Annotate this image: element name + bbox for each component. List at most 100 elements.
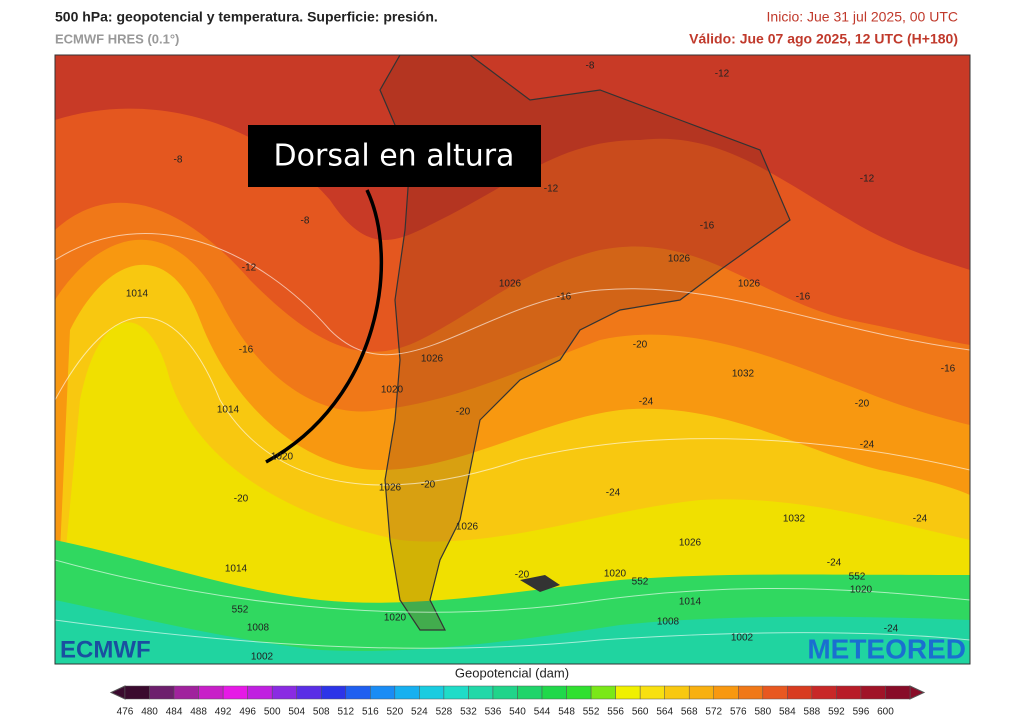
colorbar-tick-label: 528 bbox=[436, 707, 453, 718]
colorbar-swatch bbox=[468, 685, 494, 700]
contour-label: 1014 bbox=[217, 405, 240, 416]
colorbar-arrow-left bbox=[109, 685, 126, 700]
contours bbox=[55, 233, 970, 649]
colorbar-tick-label: 516 bbox=[362, 707, 379, 718]
colorbar-swatch bbox=[762, 685, 788, 700]
contour-label: 1026 bbox=[499, 279, 522, 290]
colorbar-swatch bbox=[370, 685, 396, 700]
contour-label: -12 bbox=[544, 184, 559, 195]
colorbar-tick-label: 572 bbox=[705, 707, 722, 718]
colorbar-tick-label: 488 bbox=[190, 707, 207, 718]
colorbar-tick-label: 596 bbox=[853, 707, 870, 718]
colorbar-tick-label: 512 bbox=[337, 707, 354, 718]
colorbar-tick-label: 544 bbox=[534, 707, 551, 718]
contour-label: 1026 bbox=[679, 538, 702, 549]
annotation-arc bbox=[265, 189, 384, 464]
colorbar-tick-label: 480 bbox=[141, 707, 158, 718]
colorbar-swatch bbox=[517, 685, 543, 700]
colorbar-swatch bbox=[247, 685, 273, 700]
contour-label: -8 bbox=[174, 155, 183, 166]
contour-label: -16 bbox=[557, 292, 572, 303]
colorbar-swatch bbox=[860, 685, 886, 700]
colorbar-swatch bbox=[345, 685, 371, 700]
colorbar-tick-label: 576 bbox=[730, 707, 747, 718]
contour-label: 1026 bbox=[738, 279, 761, 290]
logo-meteored: METEORED bbox=[807, 633, 966, 664]
colorbar-arrow-right bbox=[909, 685, 926, 700]
contour-label: 1020 bbox=[850, 585, 873, 596]
colorbar-tick-label: 568 bbox=[681, 707, 698, 718]
contour-label: 1020 bbox=[271, 452, 294, 463]
colorbar-tick-label: 592 bbox=[828, 707, 845, 718]
colorbar-swatch bbox=[541, 685, 567, 700]
contour-label: -16 bbox=[796, 292, 811, 303]
contour-label: 1032 bbox=[732, 369, 755, 380]
contour-labels: -8 -8 -8 -12 -12 -12 -12 -16 -16 -16 -16 -16 -20 -20 -… bbox=[126, 61, 956, 663]
colorbar-swatch bbox=[885, 685, 911, 700]
contour-label: 552 bbox=[232, 605, 249, 616]
colorbar-swatch bbox=[566, 685, 592, 700]
colorbar-swatch bbox=[271, 685, 297, 700]
colorbar: 476 480 484 488 492 496 500 504 508 512 516 520 524 5… bbox=[109, 685, 926, 718]
colorbar-tick-label: 564 bbox=[656, 707, 673, 718]
contour-label: 1002 bbox=[731, 633, 754, 644]
contour-label: -16 bbox=[700, 221, 715, 232]
contour-label: 1014 bbox=[126, 289, 149, 300]
colorbar-swatch bbox=[639, 685, 665, 700]
contour-label: 1020 bbox=[381, 385, 404, 396]
colorbar-tick-label: 520 bbox=[387, 707, 404, 718]
south-america bbox=[379, 55, 791, 631]
field-teal bbox=[55, 600, 970, 664]
contour-label: -12 bbox=[860, 174, 875, 185]
map bbox=[55, 55, 970, 664]
colorbar-swatch bbox=[296, 685, 322, 700]
contour-label: -12 bbox=[715, 69, 730, 80]
colorbar-tick-label: 504 bbox=[288, 707, 305, 718]
contour-label: 552 bbox=[632, 577, 649, 588]
contour-label: 1026 bbox=[379, 483, 402, 494]
colorbar-swatch bbox=[713, 685, 739, 700]
contour-label: 1002 bbox=[251, 652, 274, 663]
colorbar-title: Geopotencial (dam) bbox=[455, 665, 569, 680]
colorbar-tick-label: 492 bbox=[215, 707, 232, 718]
annotation-text: Dorsal en altura bbox=[274, 139, 515, 174]
contour-label: 1020 bbox=[384, 613, 407, 624]
colorbar-swatch bbox=[149, 685, 175, 700]
contour-label: -24 bbox=[884, 624, 899, 635]
colorbar-tick-label: 540 bbox=[509, 707, 526, 718]
subtitle: ECMWF HRES (0.1°) bbox=[55, 31, 179, 46]
colorbar-tick-label: 524 bbox=[411, 707, 428, 718]
colorbar-swatch bbox=[198, 685, 224, 700]
map-frame bbox=[54, 54, 971, 665]
colorbar-swatch bbox=[787, 685, 813, 700]
colorbar-swatch bbox=[173, 685, 199, 700]
contour-label: 1026 bbox=[668, 254, 691, 265]
contour-label: -20 bbox=[456, 407, 471, 418]
colorbar-tick-label: 600 bbox=[877, 707, 894, 718]
contour-label: -8 bbox=[586, 61, 595, 72]
annotation-box bbox=[248, 125, 541, 187]
valid-time: Válido: Jue 07 ago 2025, 12 UTC (H+180) bbox=[689, 31, 958, 47]
colorbar-tick-label: 500 bbox=[264, 707, 281, 718]
colorbar-swatch bbox=[492, 685, 518, 700]
contour-label: -24 bbox=[827, 558, 842, 569]
contour-label: -12 bbox=[242, 263, 257, 274]
contour-label: -20 bbox=[633, 340, 648, 351]
colorbar-swatch bbox=[811, 685, 837, 700]
contour-label: 1014 bbox=[679, 597, 702, 608]
contour-label: -24 bbox=[860, 440, 875, 451]
colorbar-tick-label: 556 bbox=[607, 707, 624, 718]
contour-label: 1014 bbox=[225, 564, 248, 575]
colorbar-swatch bbox=[738, 685, 764, 700]
contour-label: 1032 bbox=[783, 514, 806, 525]
contour-label: -20 bbox=[421, 480, 436, 491]
colorbar-tick-label: 508 bbox=[313, 707, 330, 718]
colorbar-swatch bbox=[688, 685, 714, 700]
contour-label: -8 bbox=[301, 216, 310, 227]
colorbar-tick-label: 496 bbox=[239, 707, 256, 718]
contour-label: -16 bbox=[941, 364, 956, 375]
colorbar-tick-label: 484 bbox=[166, 707, 183, 718]
colorbar-swatch bbox=[836, 685, 862, 700]
colorbar-tick-label: 532 bbox=[460, 707, 477, 718]
